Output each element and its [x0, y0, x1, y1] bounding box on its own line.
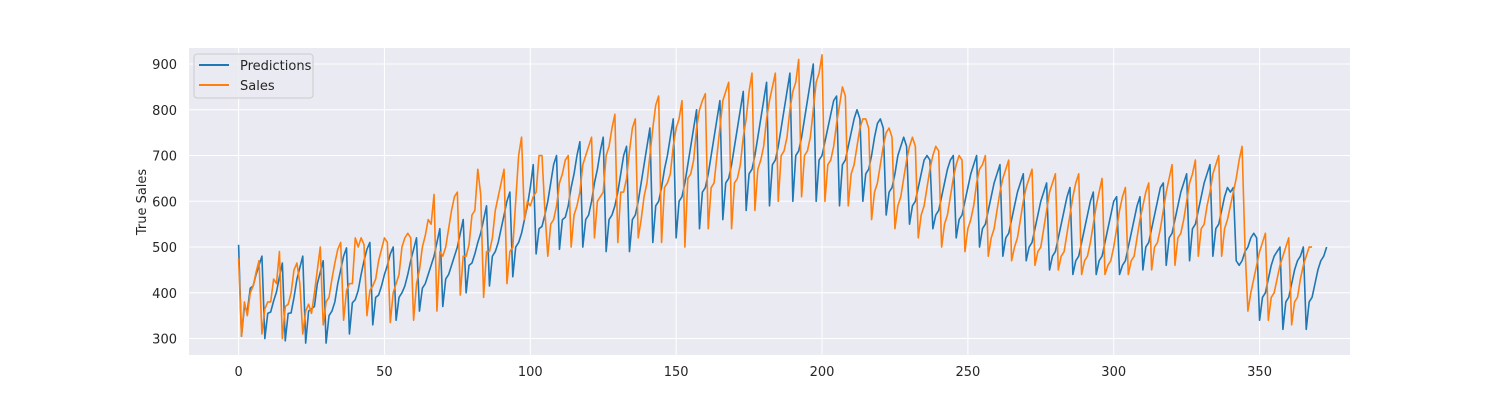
- series-line-predictions: [237, 63, 1328, 344]
- legend-label-sales: Sales: [240, 79, 275, 94]
- legend-label-predictions: Predictions: [240, 59, 312, 74]
- x-tick-label: 50: [376, 365, 393, 380]
- x-tick-label: 300: [1101, 365, 1126, 380]
- y-tick-label: 800: [152, 104, 177, 119]
- y-axis-label: True Sales: [135, 169, 150, 237]
- y-tick-label: 400: [152, 287, 177, 302]
- y-tick-label: 700: [152, 150, 177, 165]
- x-tick-label: 100: [518, 365, 543, 380]
- y-tick-label: 300: [152, 333, 177, 348]
- y-tick-label: 900: [152, 58, 177, 73]
- y-tick-label: 500: [152, 241, 177, 256]
- x-tick-label: 350: [1247, 365, 1272, 380]
- x-tick-label: 250: [955, 365, 980, 380]
- tick-layer: 0 50 100 150 200 250 300 350 300 400 500 600 700 800 9…: [152, 58, 1272, 380]
- x-tick-label: 150: [664, 365, 689, 380]
- grid-layer: [189, 48, 1350, 355]
- x-tick-label: 0: [234, 365, 242, 380]
- series-line-sales: [237, 54, 1313, 340]
- series-layer: [237, 54, 1328, 344]
- legend: Predictions Sales: [193, 53, 314, 99]
- y-tick-label: 600: [152, 195, 177, 210]
- x-tick-label: 200: [810, 365, 835, 380]
